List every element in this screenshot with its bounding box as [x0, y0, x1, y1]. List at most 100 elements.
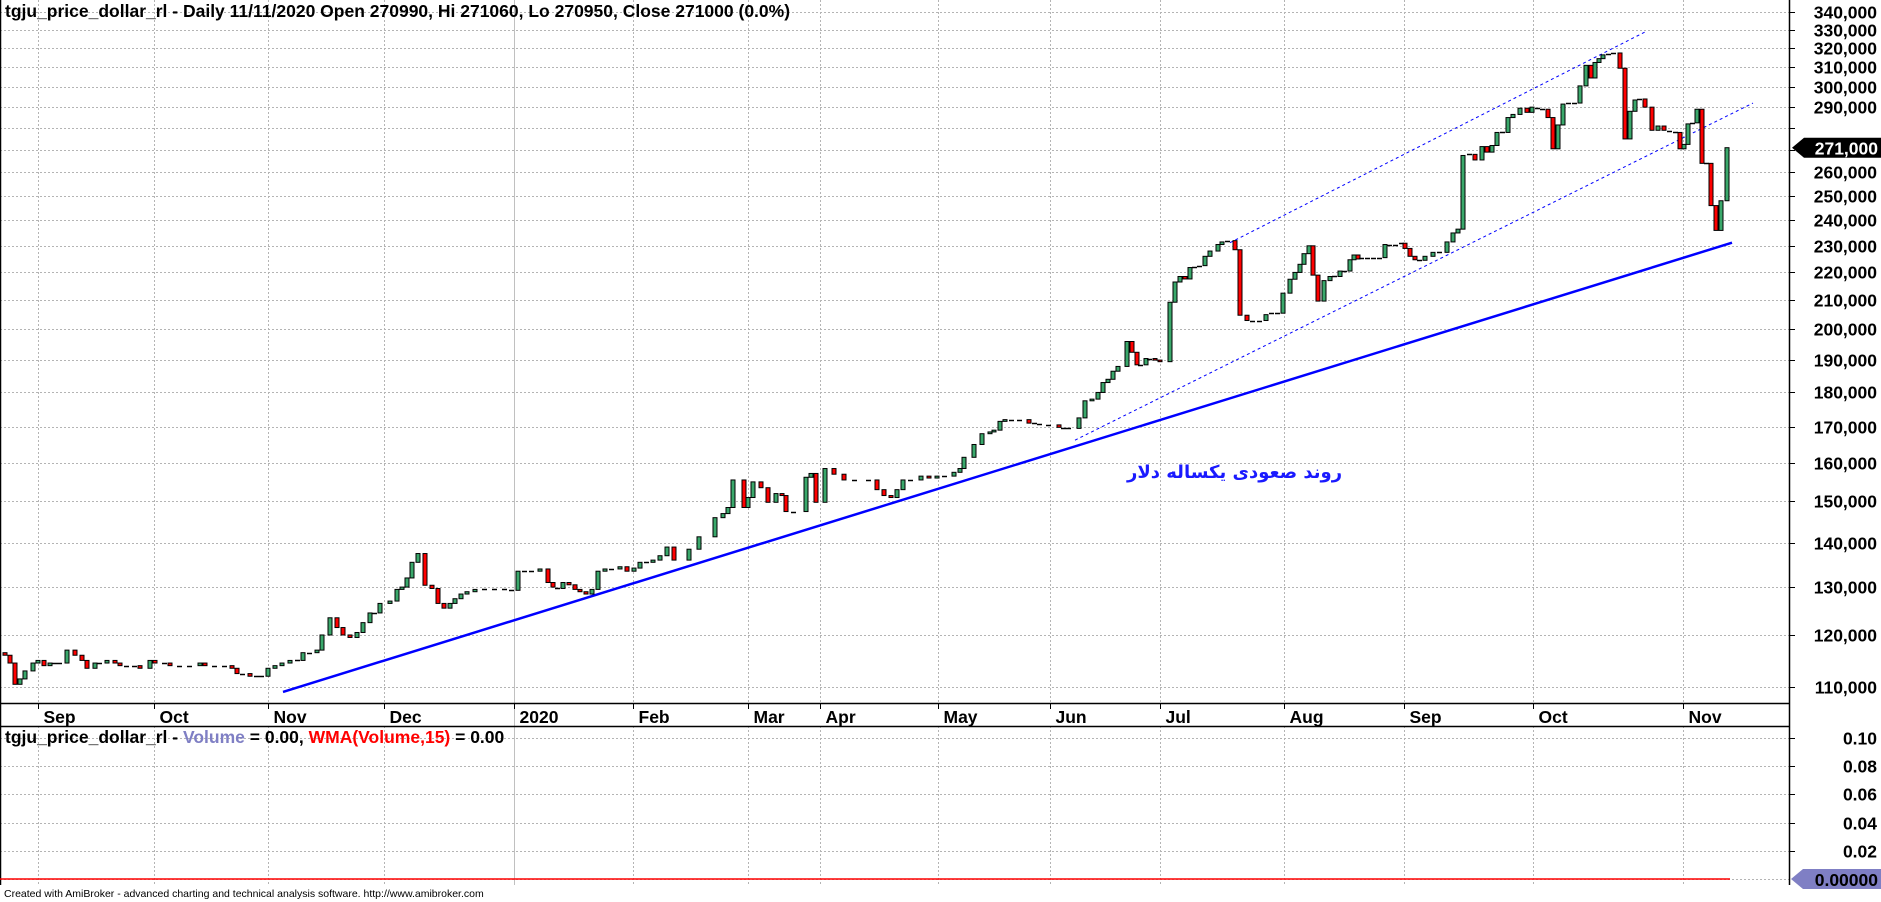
- candle: [334, 617, 340, 629]
- price-tick-label: 150,000: [1814, 492, 1878, 512]
- candle-body: [712, 517, 718, 538]
- candle-body: [1583, 64, 1589, 87]
- candle-body: [1708, 162, 1714, 207]
- candle-body: [1430, 251, 1436, 257]
- candle: [1382, 244, 1388, 259]
- candle: [1280, 292, 1286, 314]
- candle-body: [92, 662, 98, 669]
- volume-tick-label: 0.08: [1843, 757, 1877, 777]
- candle: [900, 479, 906, 491]
- candle-body: [550, 582, 556, 588]
- candle: [112, 659, 118, 664]
- candle: [64, 649, 70, 664]
- candle: [1412, 255, 1418, 261]
- candle: [1713, 205, 1719, 231]
- month-label: Nov: [1689, 707, 1722, 727]
- candle: [918, 475, 924, 481]
- candle: [1529, 106, 1535, 113]
- candle: [1642, 98, 1648, 108]
- candle-body: [566, 582, 572, 586]
- candle: [1685, 123, 1691, 145]
- candle: [1505, 117, 1511, 133]
- candle-body: [1172, 281, 1178, 303]
- candle-body: [1382, 244, 1388, 259]
- candle-body: [2, 652, 8, 656]
- candle-body: [1592, 61, 1598, 79]
- candle-body: [1337, 270, 1343, 277]
- candle-body: [1529, 106, 1535, 113]
- current-price-label: 271,000: [1815, 139, 1879, 159]
- candle: [874, 479, 880, 491]
- candle-body: [841, 473, 847, 481]
- candle: [650, 559, 656, 563]
- candle-body: [1412, 255, 1418, 261]
- candle: [803, 476, 809, 513]
- candle-body: [7, 654, 13, 664]
- candle: [1301, 253, 1307, 265]
- candle-body: [808, 472, 814, 478]
- candle: [1232, 240, 1238, 251]
- candle: [1550, 117, 1556, 150]
- candle: [1177, 275, 1183, 283]
- candle: [367, 612, 373, 624]
- candle: [1182, 275, 1188, 280]
- candle-body: [1134, 351, 1140, 366]
- candle: [1545, 108, 1551, 119]
- candle-body: [602, 568, 608, 572]
- candle-body: [1351, 254, 1357, 261]
- candle: [422, 553, 428, 586]
- price-tick-label: 260,000: [1814, 163, 1878, 183]
- price-tick-label: 240,000: [1814, 211, 1878, 231]
- month-label: Oct: [1539, 707, 1568, 727]
- candle-body: [30, 662, 36, 672]
- candle: [537, 568, 543, 572]
- candle-body: [1306, 245, 1312, 255]
- candle: [1708, 162, 1714, 207]
- candle-body: [409, 561, 415, 579]
- candle: [1596, 58, 1602, 63]
- month-label: Sep: [44, 707, 76, 727]
- price-tick-label: 180,000: [1814, 383, 1878, 403]
- candle: [1517, 107, 1523, 115]
- candle: [1124, 341, 1130, 367]
- candle-body: [22, 670, 28, 680]
- candle-body: [1677, 131, 1683, 150]
- candle-body: [765, 487, 771, 503]
- candle: [951, 471, 957, 477]
- candle: [991, 429, 997, 433]
- candle: [1588, 64, 1594, 79]
- candle-body: [197, 662, 203, 667]
- candle: [1489, 144, 1495, 153]
- candle-body: [560, 582, 566, 589]
- candle: [671, 546, 677, 561]
- candle: [1592, 61, 1598, 79]
- candle: [822, 468, 828, 503]
- candle: [30, 662, 36, 672]
- candle-body: [447, 602, 453, 609]
- candle: [272, 665, 278, 669]
- candle: [1327, 275, 1333, 282]
- candle-body: [637, 561, 643, 569]
- candle: [354, 631, 360, 638]
- candle-body: [319, 634, 325, 651]
- candle: [319, 634, 325, 651]
- candle: [415, 553, 421, 563]
- candle-body: [354, 631, 360, 638]
- price-tick-label: 220,000: [1814, 263, 1878, 283]
- candle: [894, 489, 900, 499]
- candle-body: [741, 479, 747, 509]
- candle-body: [1026, 419, 1032, 424]
- candle: [152, 659, 158, 664]
- candle-body: [377, 602, 383, 614]
- candle: [1157, 359, 1163, 363]
- candle: [1100, 382, 1106, 393]
- candle: [602, 568, 608, 572]
- candle-body: [1232, 240, 1238, 251]
- candle-body: [1450, 232, 1456, 243]
- candle-body: [1472, 153, 1478, 161]
- month-label: Mar: [754, 707, 785, 727]
- candle-body: [152, 659, 158, 664]
- candle: [572, 584, 578, 590]
- candle: [394, 588, 400, 602]
- price-tick-label: 110,000: [1815, 678, 1878, 698]
